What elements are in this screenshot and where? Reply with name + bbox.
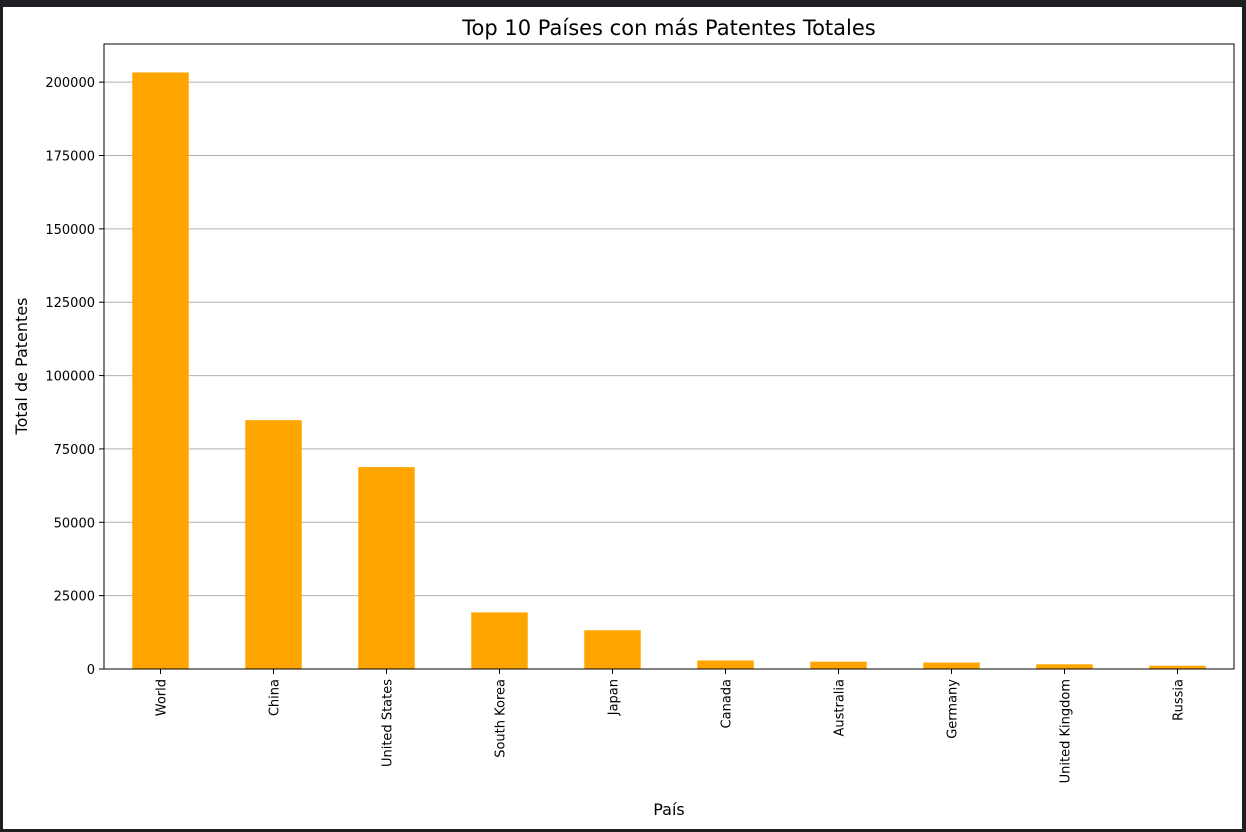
x-tick-label: World — [155, 679, 170, 716]
bar-russia — [1149, 665, 1206, 669]
y-tick-label: 175000 — [45, 150, 95, 165]
x-tick-label: Japan — [607, 679, 622, 716]
bar-united-states — [358, 467, 415, 669]
y-axis-ticks: 0 25000 50000 75000 100000 125000 150000 175000… — [45, 76, 104, 678]
figure-frame: 0 25000 50000 75000 100000 125000 150000 175000… — [3, 7, 1242, 829]
bar-china — [245, 420, 302, 669]
x-axis-ticks: World China United States South Korea Japan C… — [155, 669, 1187, 783]
y-tick-label: 50000 — [54, 516, 95, 531]
x-tick-label: China — [268, 679, 283, 716]
plot-border — [103, 43, 1235, 670]
x-axis-label: País — [653, 800, 685, 819]
y-tick-label: 100000 — [45, 370, 95, 385]
x-tick-label: United States — [381, 679, 396, 767]
x-tick-label: Australia — [833, 679, 848, 737]
x-tick-label: United Kingdom — [1059, 679, 1074, 783]
bar-chart: 0 25000 50000 75000 100000 125000 150000 175000… — [12, 16, 1235, 819]
bar-germany — [923, 662, 980, 669]
bar-world — [132, 72, 189, 669]
bar-canada — [697, 660, 754, 669]
bar-south-korea — [471, 612, 528, 669]
y-tick-label: 75000 — [54, 443, 95, 458]
x-tick-label: Russia — [1172, 679, 1187, 721]
y-tick-label: 150000 — [45, 223, 95, 238]
chart-title: Top 10 Países con más Patentes Totales — [461, 16, 875, 40]
bar-united-kingdom — [1036, 664, 1093, 669]
y-tick-label: 125000 — [45, 296, 95, 311]
x-tick-label: Canada — [720, 679, 735, 728]
y-axis-label: Total de Patentes — [12, 298, 31, 436]
bars — [132, 72, 1206, 669]
bar-australia — [810, 661, 867, 669]
bar-japan — [584, 630, 641, 669]
x-tick-label: South Korea — [494, 679, 509, 758]
y-tick-label: 200000 — [45, 76, 95, 91]
y-tick-label: 0 — [87, 663, 95, 678]
x-tick-label: Germany — [946, 679, 961, 739]
y-tick-label: 25000 — [54, 590, 95, 605]
